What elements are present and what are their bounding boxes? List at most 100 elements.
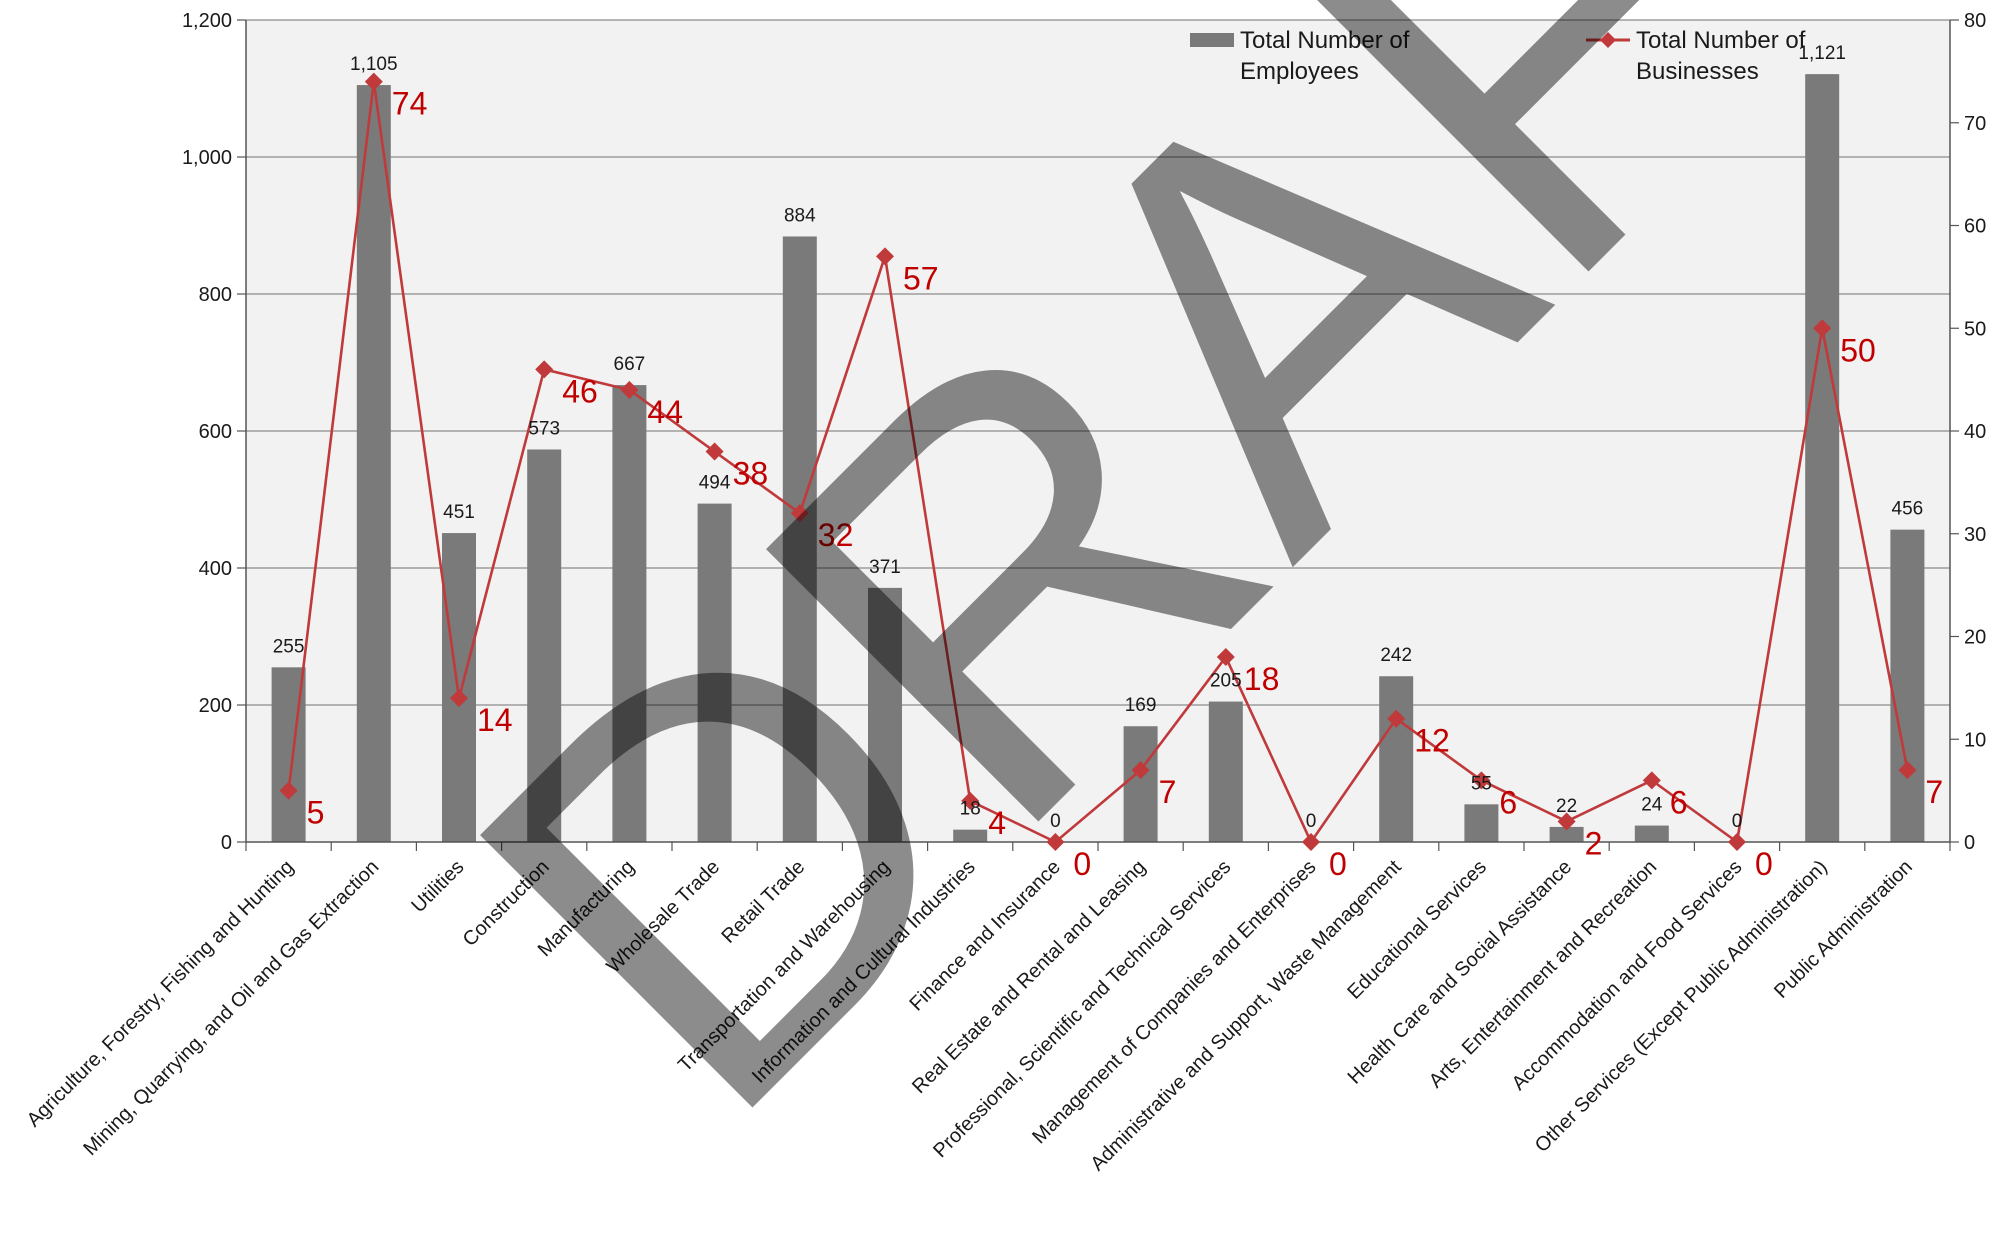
business-marker	[620, 380, 639, 399]
business-marker	[450, 689, 468, 708]
employee-value-label: 573	[528, 418, 560, 439]
business-value-label: 2	[1585, 825, 1603, 861]
business-marker	[876, 247, 894, 266]
employee-value-label: 451	[443, 502, 475, 523]
business-marker	[1131, 761, 1150, 780]
employee-value-label: 884	[784, 205, 816, 226]
business-value-label: 46	[562, 373, 598, 409]
business-value-label: 5	[307, 795, 325, 831]
employee-value-label: 255	[273, 636, 305, 657]
employee-bar	[782, 236, 817, 842]
left-tick-label: 1,000	[182, 147, 232, 169]
employee-bar	[442, 533, 476, 842]
employee-bar	[1464, 804, 1499, 842]
category-label: Administrative and Support, Waste Manage…	[1086, 856, 1406, 1176]
employee-bar	[1123, 726, 1158, 842]
business-value-label: 57	[903, 260, 939, 296]
business-line-path	[287, 81, 1909, 845]
legend-bar-label-line2: Employees	[1240, 58, 1359, 85]
business-marker	[1642, 771, 1661, 790]
employee-bar	[1379, 676, 1414, 842]
right-tick-label: 10	[1964, 729, 1986, 751]
business-marker	[1387, 709, 1406, 728]
business-value-label: 7	[1159, 774, 1177, 810]
employee-value-label: 169	[1125, 695, 1157, 716]
business-value-label: 7	[1925, 774, 1943, 810]
category-label: Other Services (Except Public Administra…	[1531, 856, 1832, 1157]
left-tick-label: 1,200	[182, 10, 232, 32]
business-value-label: 0	[1329, 846, 1347, 882]
employee-bar	[1549, 826, 1584, 842]
employee-value-label: 1,121	[1798, 43, 1846, 64]
employee-bar	[1634, 825, 1669, 842]
business-marker	[1216, 648, 1235, 667]
business-value-label: 32	[818, 517, 854, 553]
employee-value-label: 22	[1556, 796, 1577, 817]
business-marker	[279, 781, 298, 800]
employee-value-label: 0	[1306, 811, 1317, 832]
employee-bar	[1890, 529, 1925, 842]
business-marker	[1302, 833, 1320, 851]
business-value-label: 38	[733, 456, 769, 492]
category-label: Mining, Quarrying, and Oil and Gas Extra…	[79, 856, 383, 1160]
employee-value-label: 55	[1471, 773, 1492, 794]
employee-bar	[612, 385, 647, 842]
data-labels: 2551,10545157366749488437118016920502425…	[273, 43, 1943, 882]
business-value-label: 14	[477, 702, 513, 738]
legend: Total Number of Employees Total Number o…	[1190, 27, 1806, 85]
business-marker	[1472, 771, 1491, 790]
business-value-label: 0	[1073, 846, 1091, 882]
legend-bar-label-line1: Total Number of	[1240, 27, 1410, 54]
employee-value-label: 456	[1892, 499, 1924, 520]
employee-value-label: 667	[614, 354, 646, 375]
right-tick-label: 20	[1964, 627, 1986, 649]
right-tick-label: 70	[1964, 113, 1986, 135]
legend-bar-swatch	[1190, 33, 1234, 47]
business-marker	[1728, 833, 1746, 851]
right-tick-label: 50	[1964, 318, 1986, 340]
employee-value-label: 0	[1050, 811, 1061, 832]
business-value-label: 74	[392, 86, 428, 122]
category-label: Public Administration	[1770, 856, 1917, 1003]
employee-bar	[697, 503, 732, 842]
business-value-label: 12	[1414, 723, 1450, 759]
legend-line-label-line2: Businesses	[1636, 58, 1759, 85]
left-tick-label: 400	[199, 558, 232, 580]
business-marker	[1813, 319, 1832, 338]
employee-bar	[1208, 701, 1243, 842]
right-tick-label: 40	[1964, 421, 1986, 443]
business-marker	[1898, 761, 1917, 780]
business-value-label: 6	[1670, 784, 1688, 820]
business-value-label: 4	[988, 805, 1006, 841]
business-value-label: 50	[1840, 332, 1876, 368]
right-tick-label: 80	[1964, 10, 1986, 32]
right-tick-label: 60	[1964, 216, 1986, 238]
employee-value-label: 0	[1732, 811, 1743, 832]
business-value-label: 18	[1244, 661, 1280, 697]
business-marker	[790, 504, 809, 523]
left-tick-label: 800	[199, 284, 232, 306]
employee-bar	[868, 587, 902, 842]
business-marker	[961, 791, 980, 810]
business-marker	[1557, 812, 1576, 831]
business-marker	[364, 72, 383, 91]
employee-bar	[1805, 74, 1840, 843]
employee-value-label: 242	[1380, 645, 1412, 666]
business-line	[279, 72, 1917, 851]
right-tick-label: 30	[1964, 524, 1986, 546]
employee-bar	[953, 829, 988, 842]
legend-line-marker	[1600, 32, 1616, 48]
employee-bar	[356, 85, 391, 842]
business-marker	[1046, 833, 1065, 851]
employee-value-label: 18	[960, 799, 981, 820]
employee-bar	[527, 449, 562, 842]
employee-value-label: 24	[1641, 795, 1663, 816]
business-value-label: 6	[1499, 784, 1517, 820]
left-tick-label: 0	[221, 832, 232, 854]
employee-value-label: 494	[699, 473, 731, 494]
employee-value-label: 205	[1210, 671, 1242, 692]
left-tick-label: 600	[199, 421, 232, 443]
business-marker	[535, 360, 554, 379]
